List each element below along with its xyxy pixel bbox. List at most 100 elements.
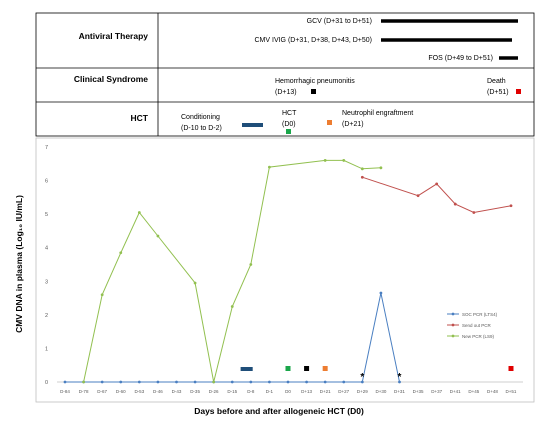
legend-entry: SOC PCR (LTS4) [462,312,498,317]
legend-swatch-point [451,312,455,316]
y-tick-label: 4 [45,246,48,252]
antiviral-fos-label: FOS (D+49 to D+51) [428,55,493,62]
y-tick-label: 5 [45,212,48,218]
data-point [100,293,104,297]
x-tick-label: D+13 [301,389,312,394]
y-tick-label: 2 [45,313,48,319]
y-axis-label: CMV DNA in plasma (Log₁₀ IU/mL) [14,195,24,333]
data-point [193,380,197,384]
hct-transplant-line1: HCT [282,110,297,117]
event-square [508,366,514,371]
x-tick-label: D-67 [97,389,107,394]
x-tick-label: D+30 [375,389,386,394]
data-point [212,380,216,384]
hct-transplant-line2: (D0) [282,121,296,128]
event-square [322,366,328,371]
x-tick-label: D+35 [413,389,424,394]
data-point [82,380,85,384]
data-point [137,211,141,214]
data-point [323,159,327,162]
event-bar [240,367,253,371]
x-tick-label: D+41 [450,389,461,394]
series-line-2 [83,159,381,383]
x-tick-label: D+37 [431,389,442,394]
row-label-hct: HCT [131,113,149,123]
data-point [286,380,290,384]
data-point [472,211,476,214]
x-tick-label: D-78 [79,389,89,394]
hct-transplant-marker [286,129,291,134]
data-point [379,291,383,295]
event-markers [240,366,514,371]
y-tick-label: 1 [45,346,48,352]
x-tick-label: D-43 [172,389,182,394]
x-tick-label: D-1 [266,389,274,394]
antiviral-ivig-label: CMV IVIG (D+31, D+38, D+43, D+50) [255,37,373,44]
legend-entry: Send out PCR [462,323,492,328]
row-label-antiviral: Antiviral Therapy [79,31,149,41]
x-tick-label: D+27 [338,389,349,394]
data-point [156,380,160,384]
y-tick-labels: 0 1 2 3 4 5 6 7 [45,145,48,386]
syndrome-pneumonitis-line1: Hemorrhagic pneumonitis [275,78,355,85]
series-points [63,159,513,384]
syndrome-pneumonitis-line2: (D+13) [275,89,297,96]
x-tick-label: D+51 [506,389,517,394]
x-tick-label: D-60 [116,389,126,394]
hct-engraftment-marker [327,120,332,125]
y-tick-label: 7 [45,145,48,151]
y-tick-label: 6 [45,179,48,185]
row-label-syndrome: Clinical Syndrome [74,74,148,84]
hct-conditioning-marker [242,123,263,127]
timeline-table: Antiviral Therapy Clinical Syndrome HCT … [35,12,535,137]
data-point [193,281,197,285]
event-square [285,366,291,371]
data-point [249,380,253,384]
x-tick-label: D-26 [209,389,219,394]
data-point [360,167,364,171]
x-tick-label: D+48 [487,389,498,394]
hct-engraftment-line2: (D+21) [342,121,364,128]
data-point [453,202,457,206]
data-point [100,380,104,384]
x-tick-label: D-46 [153,389,163,394]
chart-frame [35,137,535,403]
data-point [137,380,141,384]
x-tick-label: D-53 [134,389,144,394]
data-point [305,380,308,384]
data-point [268,165,271,169]
data-point [342,159,346,162]
series-line-1 [362,176,512,214]
data-point [379,166,383,170]
x-tick-label: D+31 [394,389,405,394]
series-lines [65,159,512,383]
x-tick-label: D-84 [60,389,70,394]
x-tick-label: D+29 [357,389,368,394]
asterisk: * [360,372,364,383]
syndrome-death-line1: Death [487,78,506,85]
data-point [268,380,271,384]
x-tick-labels: D-84 D-78 D-67 D-60 D-53 D-46 D-43 D-35 D-26 D-15… [60,389,517,394]
asterisk: * [398,372,402,383]
data-point [360,175,364,179]
syndrome-death-marker [516,89,521,94]
data-point [342,380,346,384]
y-tick-label: 3 [45,279,48,285]
data-point [435,182,439,186]
syndrome-pneumonitis-marker [311,89,316,94]
asterisk-annotations: * * [360,372,401,383]
x-tick-label: D+21 [320,389,331,394]
legend: SOC PCR (LTS4) Send out PCR New PCR (LS9) [447,312,498,339]
x-tick-label: D-15 [227,389,237,394]
x-tick-label: D+45 [468,389,479,394]
event-square [304,366,310,371]
legend-swatch-point [451,323,455,327]
data-point [119,251,123,255]
data-point [230,380,234,384]
hct-engraftment-line1: Neutrophil engraftment [342,110,413,117]
data-point [156,234,160,238]
data-point [509,204,513,208]
data-point [63,380,67,384]
data-point [416,194,420,198]
x-tick-label: D-35 [190,389,200,394]
